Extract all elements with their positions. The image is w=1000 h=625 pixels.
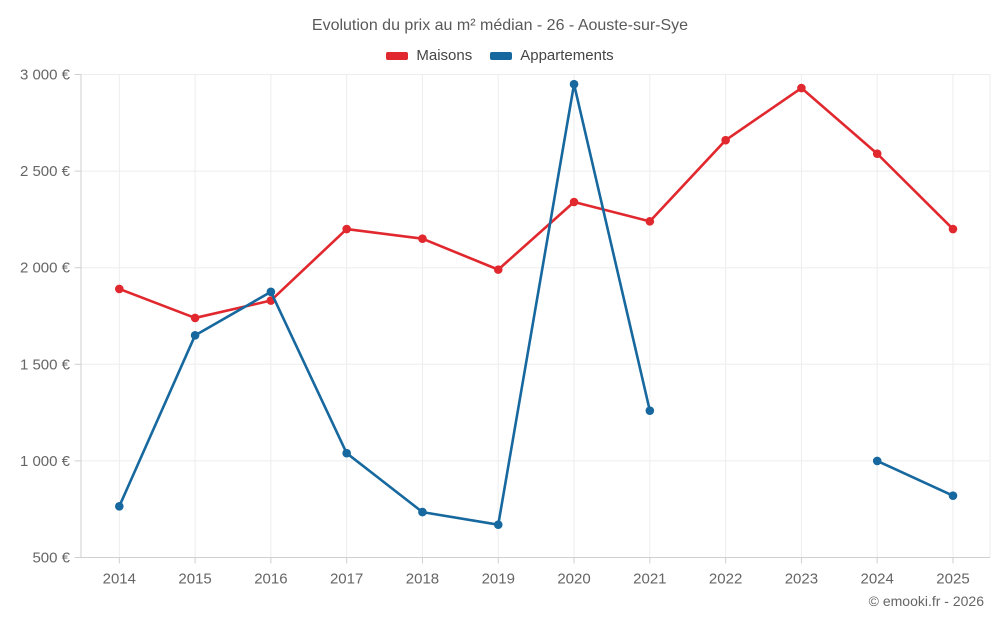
data-point-maisons-2022[interactable] [721,135,730,145]
x-axis-label: 2025 [936,571,969,588]
x-axis-label: 2020 [557,571,590,588]
data-point-appartements-2017[interactable] [342,448,351,458]
data-point-maisons-2015[interactable] [190,313,200,323]
series-line-maisons [118,86,955,320]
data-point-appartements-2024[interactable] [872,456,882,466]
y-axis-label: 500 € [32,550,70,567]
x-axis-label: 2021 [633,571,666,588]
data-point-maisons-2020[interactable] [569,197,579,207]
data-point-appartements-2014[interactable] [115,502,124,511]
chart-title: Evolution du prix au m² médian - 26 - Ao… [311,17,689,34]
y-axis-label: 2 000 € [20,260,71,277]
legend-item-maisons[interactable]: Maisons [386,47,472,64]
legend-label-appartements: Appartements [520,47,614,64]
data-point-appartements-2025[interactable] [948,491,958,500]
attribution-text: © emooki.fr - 2026 [868,593,984,609]
x-axis-label: 2014 [103,571,136,588]
data-point-appartements-2020[interactable] [569,79,579,89]
y-axis-label: 3 000 € [20,67,71,84]
data-point-maisons-2024[interactable] [872,149,882,159]
data-point-appartements-2021[interactable] [645,406,655,415]
x-axis-label: 2024 [861,571,894,588]
data-point-appartements-2016[interactable] [266,287,276,297]
data-point-appartements-2018[interactable] [418,507,427,517]
series-line-appartements [875,459,955,497]
y-axis-label: 1 000 € [20,453,71,470]
x-axis-label: 2017 [330,571,363,588]
y-axis-label: 2 500 € [20,163,71,180]
data-point-appartements-2019[interactable] [493,520,503,529]
legend-label-maisons: Maisons [416,47,473,64]
data-point-maisons-2018[interactable] [418,234,427,244]
data-point-maisons-2025[interactable] [948,224,958,234]
x-axis-label: 2019 [482,571,515,588]
legend-item-appartements[interactable]: Appartements [490,47,614,64]
x-axis-label: 2022 [709,571,742,588]
data-point-appartements-2015[interactable] [190,331,200,340]
x-axis-label: 2023 [785,571,818,588]
y-axis-label: 1 500 € [20,356,71,373]
data-point-maisons-2017[interactable] [342,224,351,234]
x-axis-label: 2018 [406,571,439,588]
x-axis-label: 2016 [254,571,287,588]
series-line-appartements [118,82,652,526]
chart-legend: Maisons Appartements [0,47,1000,64]
legend-swatch-appartements [490,51,513,60]
data-point-maisons-2019[interactable] [493,265,503,274]
x-axis-label: 2015 [178,571,211,588]
data-point-maisons-2021[interactable] [645,217,655,226]
legend-swatch-maisons [386,51,409,60]
data-point-maisons-2014[interactable] [115,284,124,294]
data-point-maisons-2023[interactable] [797,83,806,93]
